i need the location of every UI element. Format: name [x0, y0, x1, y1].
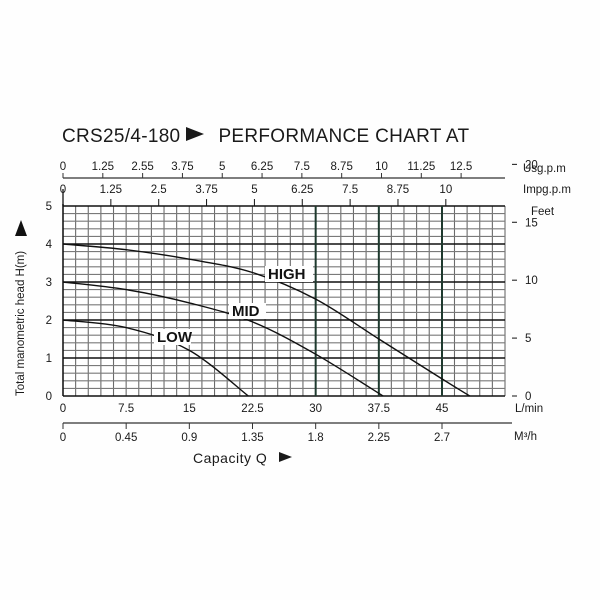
usgpm-tick-label: 6.25 — [251, 161, 273, 173]
impgpm-tick-label: 1.25 — [100, 184, 122, 196]
curve-high — [62, 243, 471, 397]
feet-tick-label: 10 — [525, 275, 538, 287]
usgpm-tick-label: 8.75 — [330, 161, 352, 173]
lmin-tick-label: 22.5 — [241, 403, 263, 415]
y-axis-title: Total manometric head H(m) — [15, 251, 27, 396]
lmin-tick-label: 30 — [309, 403, 322, 415]
m3h-tick-label: 1.8 — [308, 432, 324, 444]
m3h-tick-label: 1.35 — [241, 432, 263, 444]
curve-label-bg — [265, 266, 313, 282]
model-name: CRS25/4-180 — [62, 126, 181, 147]
usgpm-tick-label: 5 — [219, 161, 225, 173]
m3h-tick-label: 0 — [60, 432, 66, 444]
y-tick-label: 1 — [46, 353, 52, 365]
chart-title-text: PERFORMANCE CHART AT — [218, 126, 470, 147]
lmin-tick-label: 0 — [60, 403, 66, 415]
usgpm-tick-label: 10 — [375, 161, 388, 173]
right-arrow-icon — [186, 127, 205, 141]
m3h-tick-label: 2.7 — [434, 432, 450, 444]
feet-tick-label: 15 — [525, 217, 538, 229]
lmin-unit-label: L/min — [515, 403, 543, 415]
m3h-tick-label: 0.45 — [115, 432, 137, 444]
usgpm-tick-label: 2.55 — [131, 161, 153, 173]
usgpm-tick-label: 1.25 — [92, 161, 114, 173]
x-axis-title: Capacity Q — [193, 450, 293, 466]
impgpm-tick-label: 8.75 — [387, 184, 409, 196]
usgpm-tick-label: 3.75 — [171, 161, 193, 173]
impgpm-tick-label: 2.5 — [151, 184, 167, 196]
m3h-unit-label: M³/h — [514, 431, 537, 443]
lmin-tick-label: 45 — [436, 403, 449, 415]
curve-label-low: LOW — [157, 329, 193, 346]
m3h-tick-label: 0.9 — [181, 432, 197, 444]
curve-label-bg — [229, 303, 266, 319]
impgpm-tick-label: 0 — [60, 184, 66, 196]
usgpm-tick-label: 12.5 — [450, 161, 472, 173]
y-tick-label: 0 — [46, 391, 52, 403]
impgpm-tick-label: 10 — [439, 184, 452, 196]
m3h-tick-label: 2.25 — [368, 432, 390, 444]
y-tick-label: 3 — [46, 277, 52, 289]
curve-label-high: HIGH — [268, 266, 306, 283]
capacity-label: Capacity Q — [193, 450, 268, 466]
impgpm-unit-label: Impg.p.m — [523, 184, 571, 196]
impgpm-tick-label: 3.75 — [195, 184, 217, 196]
usgpm-tick-label: 11.25 — [407, 161, 435, 173]
y-tick-label: 2 — [46, 315, 52, 327]
lmin-tick-label: 15 — [183, 403, 196, 415]
usgpm-tick-label: 7.5 — [294, 161, 310, 173]
impgpm-tick-label: 7.5 — [342, 184, 358, 196]
usgpm-tick-label: 0 — [60, 161, 66, 173]
curve-mid — [62, 281, 384, 397]
y-tick-label: 5 — [46, 201, 52, 213]
lmin-tick-label: 7.5 — [118, 403, 134, 415]
up-arrow-icon — [15, 220, 27, 236]
right-arrow-icon — [279, 452, 293, 462]
feet-tick-label: 0 — [525, 391, 531, 403]
curve-label-mid: MID — [232, 303, 260, 320]
lmin-tick-label: 37.5 — [368, 403, 390, 415]
impgpm-tick-label: 5 — [251, 184, 257, 196]
impgpm-tick-label: 6.25 — [291, 184, 313, 196]
chart-title: CRS25/4-180 PERFORMANCE CHART AT — [62, 126, 469, 148]
usgpm-unit-label: Usg.p.m — [523, 163, 566, 175]
feet-tick-label: 5 — [525, 333, 531, 345]
feet-tick-label: 20 — [525, 159, 538, 171]
plot-area — [63, 206, 505, 396]
curve-label-bg — [154, 329, 191, 345]
y-tick-label: 4 — [46, 239, 53, 251]
feet-unit-label: Feet — [531, 206, 555, 218]
